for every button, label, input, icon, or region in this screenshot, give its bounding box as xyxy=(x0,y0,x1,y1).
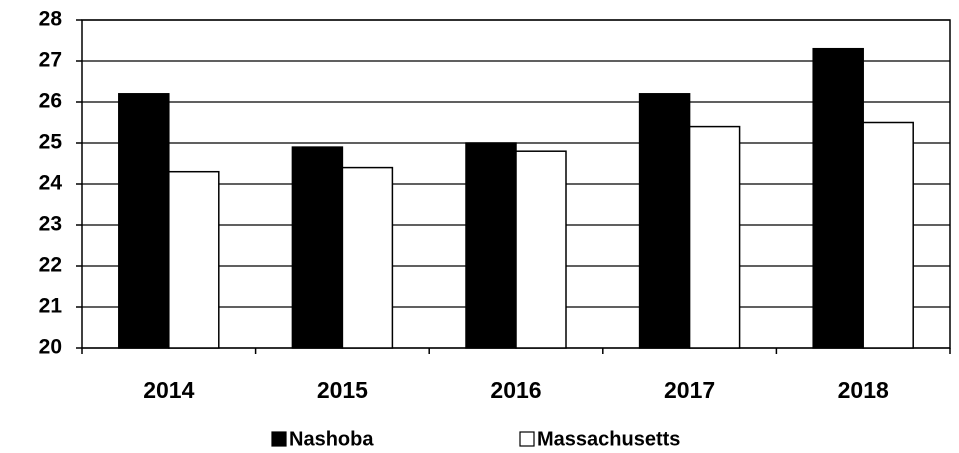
legend-label: Massachusetts xyxy=(537,428,680,450)
bar xyxy=(168,170,220,349)
y-tick-label: 21 xyxy=(39,295,63,318)
bar xyxy=(291,146,344,349)
legend-swatch xyxy=(271,431,287,447)
legend-label: Nashoba xyxy=(289,428,374,450)
bar xyxy=(118,93,170,349)
y-tick-label: 24 xyxy=(39,172,63,195)
x-tick-label: 2018 xyxy=(838,377,889,403)
y-tick-label: 20 xyxy=(39,336,62,359)
y-tick-label: 28 xyxy=(39,8,63,31)
y-tick-label: 23 xyxy=(39,213,62,236)
y-tick-label: 27 xyxy=(39,49,62,72)
bar xyxy=(862,121,914,349)
bar xyxy=(515,150,567,349)
bar xyxy=(341,166,394,349)
bar xyxy=(638,93,691,349)
y-tick-label: 25 xyxy=(39,131,63,154)
bar xyxy=(688,125,741,349)
x-tick-label: 2015 xyxy=(317,377,368,403)
x-tick-label: 2014 xyxy=(143,377,194,403)
bar xyxy=(465,142,517,349)
x-tick-label: 2017 xyxy=(664,377,715,403)
bar xyxy=(812,47,864,349)
y-tick-label: 22 xyxy=(39,254,62,277)
x-tick-label: 2016 xyxy=(490,377,541,403)
legend-swatch xyxy=(519,431,535,447)
y-tick-label: 26 xyxy=(39,90,62,113)
